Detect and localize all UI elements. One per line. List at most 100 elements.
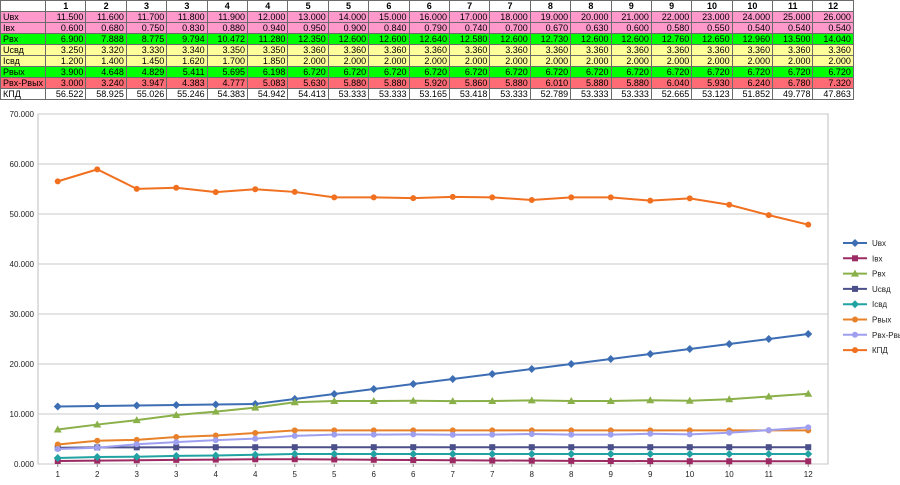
data-point <box>252 186 259 193</box>
data-point <box>410 431 417 438</box>
table-cell: 4.829 <box>125 66 168 78</box>
table-cell: 3.360 <box>489 44 531 56</box>
table-row: Pвх-Pвых 3.000 3.240 3.947 4.383 4.777 5.083 5.… <box>0 77 854 89</box>
data-point <box>54 441 61 448</box>
table-cell: 16.000 <box>408 11 450 23</box>
table-cell: 58.925 <box>85 88 127 100</box>
table-cell: 24.000 <box>731 11 774 23</box>
data-point <box>369 397 378 404</box>
series-lines <box>53 166 813 465</box>
table-cell: 53.333 <box>570 88 612 100</box>
table-cell: 0.950 <box>287 22 329 34</box>
data-point <box>488 370 497 378</box>
table-cell: 3.360 <box>448 44 491 56</box>
data-point <box>173 433 180 440</box>
table-cell: 3.350 <box>206 44 249 56</box>
table-cell: 3.900 <box>45 66 87 78</box>
table-cell: 5.880 <box>327 77 370 89</box>
table-cell: 6.720 <box>610 66 652 78</box>
data-point <box>606 397 615 404</box>
x-tick-label: 5 <box>293 470 298 479</box>
table-cell: 55.246 <box>166 88 208 100</box>
table-cell: 3.360 <box>650 44 693 56</box>
table-cell: 19.000 <box>529 11 572 23</box>
table-cell: 0.540 <box>731 22 774 34</box>
y-tick-label: 30.000 <box>10 310 35 319</box>
legend: Uвх Iвх Pвх Uсвд Iсвд Pвых Pвх-Pвых КПД <box>843 239 900 355</box>
data-point <box>94 166 101 173</box>
data-point <box>173 439 180 446</box>
data-point <box>686 195 693 202</box>
table-cell: 53.333 <box>327 88 370 100</box>
data-point <box>133 444 140 451</box>
data-point <box>448 375 457 383</box>
table-cell: 3.360 <box>408 44 450 56</box>
data-point <box>685 396 694 404</box>
table-cell: 0.940 <box>246 22 289 34</box>
table-cell: 6.900 <box>45 33 87 45</box>
data-point <box>685 450 694 458</box>
data-point <box>369 385 378 393</box>
line-chart: 0.000 10.000 20.000 30.000 40.000 50.000 60.00… <box>10 110 900 479</box>
data-point <box>211 407 220 415</box>
row-label: Uвх <box>0 11 47 23</box>
table-cell: 0.880 <box>206 22 249 34</box>
data-point <box>686 431 693 438</box>
table-row: Pвх 6.900 7.888 8.775 9.794 10.472 11.280 12.35… <box>0 33 854 45</box>
table-cell: 3.240 <box>85 77 127 89</box>
table-cell: 6.720 <box>408 66 450 78</box>
data-point <box>489 457 496 464</box>
row-label: Pвх-Pвых <box>0 77 47 89</box>
table-cell: 3.320 <box>85 44 127 56</box>
x-tick-label: 8 <box>569 470 574 479</box>
table-row: Iвх 0.600 0.680 0.750 0.830 0.880 0.940 0.950 0.… <box>0 22 854 34</box>
data-point <box>251 403 260 411</box>
table-cell: 4.383 <box>166 77 208 89</box>
data-point <box>568 444 575 451</box>
table-row: Pвых 3.900 4.648 4.829 5.411 5.695 6.198 6.720 6… <box>0 66 854 78</box>
data-point <box>212 189 219 196</box>
data-point <box>252 444 259 451</box>
column-header: 2 <box>85 0 127 12</box>
table-cell: 53.418 <box>448 88 491 100</box>
table-cell: 3.360 <box>287 44 329 56</box>
column-header: 5 <box>327 0 370 12</box>
table-cell: 11.800 <box>166 11 208 23</box>
x-tick-label: 12 <box>804 470 813 479</box>
table-cell: 6.720 <box>368 66 410 78</box>
x-tick-label: 3 <box>135 470 140 479</box>
table-cell: 55.026 <box>125 88 168 100</box>
table-cell: 6.040 <box>650 77 693 89</box>
table-header-row: 1 2 3 3 4 4 5 5 6 6 7 7 8 8 9 9 10 10 11 12 <box>0 0 854 12</box>
row-label: КПД <box>0 88 47 100</box>
table-cell: 3.360 <box>610 44 652 56</box>
data-point <box>409 396 418 404</box>
data-point <box>607 194 614 201</box>
row-label: Pвых <box>0 66 47 78</box>
data-point <box>685 345 694 353</box>
table-cell: 6.720 <box>570 66 612 78</box>
table-cell: 2.000 <box>448 55 491 67</box>
table-cell: 1.700 <box>206 55 249 67</box>
data-point <box>211 400 220 409</box>
table-cell: 22.000 <box>650 11 693 23</box>
table-cell: 11.900 <box>206 11 249 23</box>
x-tick-label: 8 <box>530 470 535 479</box>
x-tick-label: 3 <box>174 470 179 479</box>
y-tick-label: 10.000 <box>10 410 35 419</box>
data-point <box>449 457 456 464</box>
table-cell: 5.860 <box>448 77 491 89</box>
legend-marker <box>851 300 859 309</box>
data-point <box>726 458 733 465</box>
table-cell: 6.240 <box>731 77 774 89</box>
data-point <box>330 390 339 398</box>
table-cell: 12.600 <box>368 33 410 45</box>
table-cell: 12.600 <box>610 33 652 45</box>
y-tick-label: 20.000 <box>10 360 35 369</box>
table-cell: 5.880 <box>489 77 531 89</box>
x-axis: 1 2 3 3 4 4 5 5 6 6 7 7 8 8 9 9 10 10 11 12 <box>56 464 813 479</box>
data-point <box>606 450 615 458</box>
legend-label: Pвых <box>872 316 891 325</box>
column-header: 6 <box>368 0 410 12</box>
table-cell: 3.360 <box>529 44 572 56</box>
